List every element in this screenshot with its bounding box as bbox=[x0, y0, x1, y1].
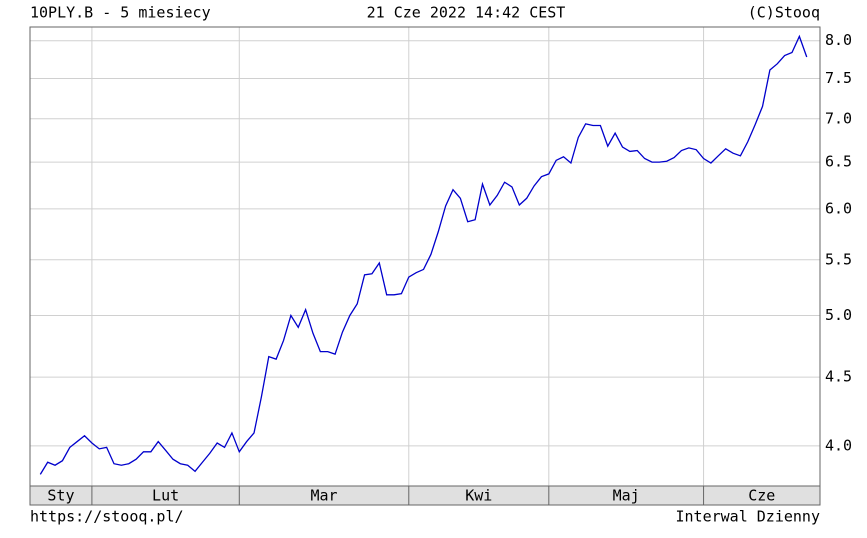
x-tick-label: Sty bbox=[47, 487, 74, 505]
x-tick-label: Lut bbox=[152, 487, 179, 505]
footer-url: https://stooq.pl/ bbox=[30, 508, 184, 526]
y-tick-label: 7.5 bbox=[825, 69, 852, 87]
plot-frame bbox=[29, 26, 821, 487]
x-tick-label: Mar bbox=[310, 487, 337, 505]
x-axis-band bbox=[29, 485, 821, 506]
x-tick-label: Maj bbox=[613, 487, 640, 505]
grid bbox=[29, 27, 820, 486]
y-tick-label: 5.0 bbox=[825, 306, 852, 324]
chart-title: 10PLY.B - 5 miesiecy bbox=[30, 4, 211, 22]
y-tick-label: 4.5 bbox=[825, 368, 852, 386]
footer-interval: Interwal Dzienny bbox=[676, 508, 821, 526]
y-tick-label: 7.0 bbox=[825, 109, 852, 127]
y-tick-label: 6.0 bbox=[825, 199, 852, 217]
chart-date: 21 Cze 2022 14:42 CEST bbox=[367, 4, 566, 22]
y-tick-label: 4.0 bbox=[825, 436, 852, 454]
source: (C)Stooq bbox=[748, 4, 820, 22]
x-tick-label: Cze bbox=[748, 487, 775, 505]
y-tick-label: 5.5 bbox=[825, 250, 852, 268]
price-line bbox=[39, 34, 808, 475]
y-tick-label: 8.0 bbox=[825, 31, 852, 49]
y-tick-label: 6.5 bbox=[825, 153, 852, 171]
marks bbox=[39, 34, 808, 475]
x-tick-label: Kwi bbox=[465, 487, 492, 505]
